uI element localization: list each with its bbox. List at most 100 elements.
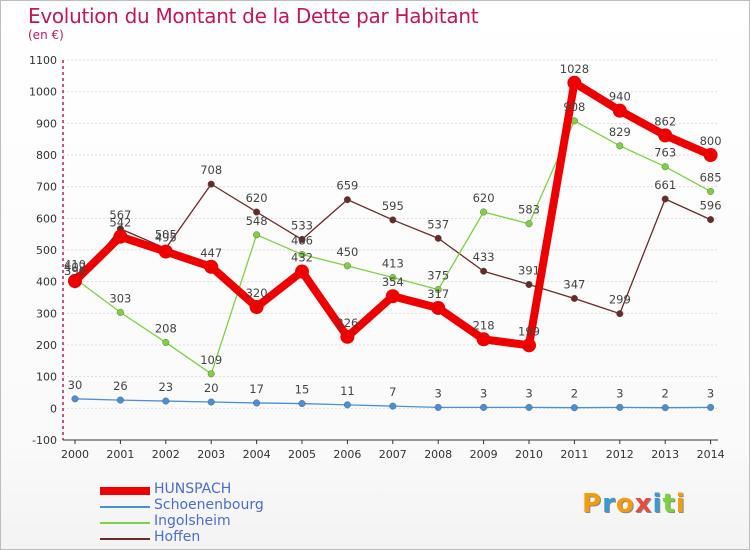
data-label-hoffen: 505 <box>155 227 177 241</box>
data-point-ingolsheim <box>298 250 306 258</box>
data-point-hunspach <box>204 259 219 274</box>
data-label-hoffen: 390 <box>64 264 86 278</box>
y-tick-label: 300 <box>36 307 57 320</box>
data-point-ingolsheim <box>116 308 124 316</box>
data-point-hunspach <box>703 148 718 162</box>
x-tick-label: 2010 <box>515 448 543 461</box>
data-point-hunspach <box>431 300 446 315</box>
data-label-schoenenbourg: 15 <box>295 383 310 397</box>
y-tick-label: 200 <box>36 339 57 352</box>
y-tick-label: 600 <box>36 212 57 225</box>
x-tick-label: 2006 <box>333 448 361 461</box>
data-point-ingolsheim <box>661 163 669 171</box>
data-label-hunspach: 862 <box>654 114 676 128</box>
data-label-hunspach: 800 <box>700 134 722 148</box>
data-label-hoffen: 299 <box>609 293 631 307</box>
data-label-hoffen: 595 <box>382 199 404 213</box>
data-label-hunspach: 226 <box>336 316 358 330</box>
data-point-ingolsheim <box>389 274 397 282</box>
data-label-ingolsheim: 375 <box>427 269 449 283</box>
data-point-hunspach <box>113 229 128 244</box>
legend-swatch <box>100 522 150 524</box>
legend-label: Hoffen <box>154 529 201 545</box>
data-point-hunspach <box>295 264 309 279</box>
data-label-schoenenbourg: 26 <box>113 379 128 393</box>
data-point-hunspach <box>68 274 82 289</box>
x-tick-label: 2014 <box>697 448 725 461</box>
data-point-ingolsheim <box>616 142 624 150</box>
y-tick-label: 1000 <box>29 86 57 99</box>
data-point-schoenenbourg <box>71 395 79 403</box>
logo-letter: r <box>602 489 616 519</box>
logo-letter: t <box>662 489 676 519</box>
logo-letter: x <box>634 489 653 519</box>
data-point-schoenenbourg <box>616 403 624 411</box>
data-label-schoenenbourg: 3 <box>435 386 442 400</box>
y-tick-label: 1100 <box>29 54 57 67</box>
data-point-hoffen <box>661 195 669 203</box>
data-label-hunspach: 495 <box>155 231 177 245</box>
data-point-hunspach <box>612 103 627 118</box>
y-tick-label: 800 <box>36 149 57 162</box>
data-label-hoffen: 537 <box>427 217 449 231</box>
data-point-schoenenbourg <box>525 403 533 411</box>
legend-label: Ingolsheim <box>154 513 231 529</box>
data-label-schoenenbourg: 3 <box>480 386 487 400</box>
logo-letter: i <box>652 489 663 519</box>
data-point-ingolsheim <box>707 187 715 195</box>
y-tick-label: 700 <box>36 181 57 194</box>
data-point-hoffen <box>298 236 306 244</box>
legend-swatch <box>100 487 150 495</box>
data-point-schoenenbourg <box>480 403 488 411</box>
data-label-ingolsheim: 208 <box>155 321 177 335</box>
data-point-schoenenbourg <box>253 399 261 407</box>
y-tick-label: 500 <box>36 244 57 257</box>
x-tick-label: 2009 <box>470 448 498 461</box>
data-point-hoffen <box>343 196 351 204</box>
data-label-ingolsheim: 413 <box>382 257 404 271</box>
data-label-hunspach: 432 <box>291 251 313 265</box>
data-label-hunspach: 317 <box>427 287 449 301</box>
data-label-schoenenbourg: 3 <box>707 386 714 400</box>
x-tick-label: 2007 <box>379 448 407 461</box>
legend-label: Schoenenbourg <box>154 497 264 513</box>
data-point-schoenenbourg <box>298 400 306 408</box>
data-point-hunspach <box>249 300 264 314</box>
data-label-hoffen: 533 <box>291 219 313 233</box>
data-label-ingolsheim: 620 <box>473 191 495 205</box>
y-tick-label: 100 <box>36 371 57 384</box>
data-label-ingolsheim: 583 <box>518 203 540 217</box>
data-label-hunspach: 354 <box>382 275 404 289</box>
data-point-hoffen <box>389 216 397 224</box>
data-label-hunspach: 542 <box>109 216 131 230</box>
data-point-hunspach <box>158 244 173 259</box>
data-point-schoenenbourg <box>116 396 124 404</box>
data-label-ingolsheim: 908 <box>563 100 585 114</box>
data-label-hunspach: 447 <box>200 246 222 260</box>
x-tick-label: 2001 <box>106 448 134 461</box>
data-label-hoffen: 567 <box>109 208 131 222</box>
data-label-ingolsheim: 486 <box>291 233 313 247</box>
data-point-hunspach <box>340 329 355 344</box>
data-label-hunspach: 1028 <box>560 62 589 76</box>
data-point-ingolsheim <box>434 286 442 294</box>
data-point-hoffen <box>616 310 624 318</box>
data-point-hunspach <box>567 75 582 90</box>
data-label-schoenenbourg: 3 <box>616 386 623 400</box>
chart-subtitle: (en €) <box>28 28 64 42</box>
data-point-hoffen <box>570 294 578 302</box>
data-point-hoffen <box>480 267 488 275</box>
data-label-schoenenbourg: 30 <box>68 378 83 392</box>
data-label-hoffen: 433 <box>473 250 495 264</box>
data-point-hoffen <box>525 281 533 289</box>
data-label-ingolsheim: 303 <box>109 291 131 305</box>
data-point-schoenenbourg <box>343 401 351 409</box>
y-tick-label: -100 <box>32 434 57 447</box>
x-tick-label: 2003 <box>197 448 225 461</box>
data-label-ingolsheim: 685 <box>700 170 722 184</box>
x-tick-label: 2012 <box>606 448 634 461</box>
data-point-ingolsheim <box>525 220 533 228</box>
data-label-schoenenbourg: 23 <box>158 380 173 394</box>
data-label-hoffen: 391 <box>518 264 540 278</box>
data-point-hunspach <box>385 289 400 304</box>
